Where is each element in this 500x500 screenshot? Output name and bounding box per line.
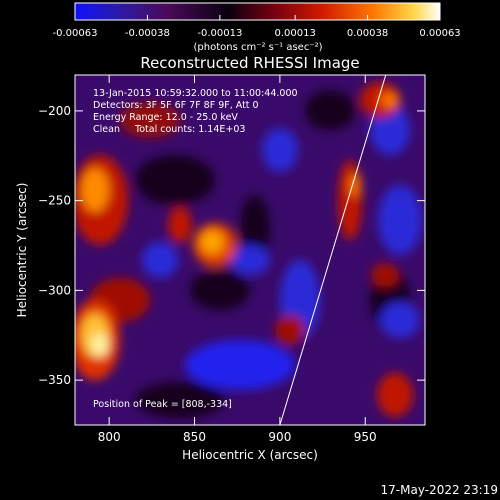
x-tick-label: 900 — [268, 430, 291, 444]
x-axis-label: Heliocentric X (arcsec) — [182, 448, 318, 462]
info-annotations: 13-Jan-2015 10:59:32.000 to 11:00:44.000… — [93, 88, 298, 135]
colorbar-tick-label: 0.00063 — [419, 28, 460, 39]
axis-ticks: 800 850 900 950 −200 −250 −300 −350 — [38, 75, 425, 444]
colorbar-tick-label: 0.00013 — [274, 28, 315, 39]
plot-frame — [74, 74, 426, 426]
colorbar-tick-label: -0.00013 — [197, 28, 242, 39]
x-tick-label: 850 — [183, 430, 206, 444]
plot-title: Reconstructed RHESSI Image — [140, 54, 359, 72]
colorbar-tick-label: -0.00063 — [53, 28, 98, 39]
annotation-time-range: 13-Jan-2015 10:59:32.000 to 11:00:44.000 — [93, 88, 298, 99]
colorbar-tick-label: -0.00038 — [125, 28, 170, 39]
colorbar-tick-label: 0.00038 — [347, 28, 388, 39]
x-tick-label: 800 — [98, 430, 121, 444]
peak-position-label: Position of Peak = [808,-334] — [93, 399, 232, 410]
y-tick-label: −300 — [38, 283, 71, 297]
colorbar — [74, 2, 441, 21]
annotation-detectors: Detectors: 3F 5F 6F 7F 8F 9F, Att 0 — [93, 100, 259, 111]
y-tick-label: −350 — [38, 373, 71, 387]
colorbar-units: (photons cm⁻² s⁻¹ asec⁻²) — [193, 42, 322, 53]
colorbar-ticks: -0.00063 -0.00038 -0.00013 0.00013 0.00038 0.… — [53, 15, 461, 39]
x-tick-label: 950 — [354, 430, 377, 444]
image-map — [75, 75, 425, 425]
annotation-clean-counts: Clean Total counts: 1.14E+03 — [93, 124, 245, 135]
y-axis-label: Heliocentric Y (arcsec) — [15, 183, 29, 318]
timestamp: 17-May-2022 23:19 — [381, 483, 498, 497]
y-tick-label: −200 — [38, 104, 71, 118]
y-tick-label: −250 — [38, 194, 71, 208]
solar-limb-line — [279, 75, 387, 425]
annotation-energy-range: Energy Range: 12.0 - 25.0 keV — [93, 112, 238, 123]
